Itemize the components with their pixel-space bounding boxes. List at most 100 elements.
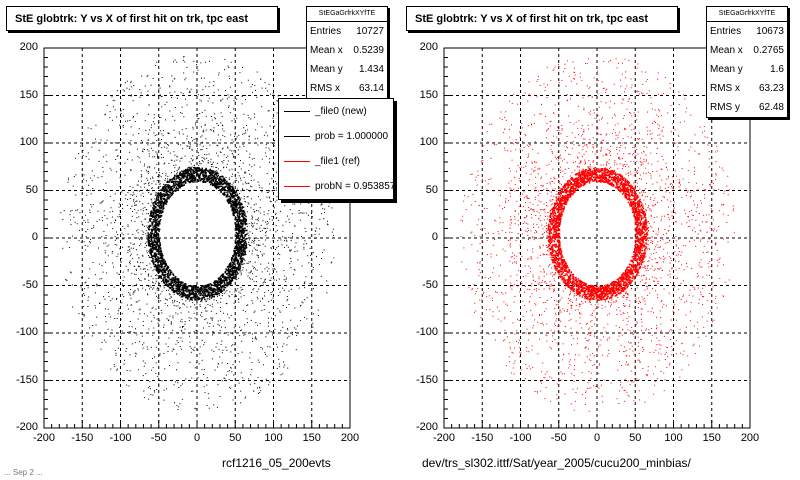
data-point — [99, 278, 101, 280]
data-point — [210, 289, 212, 292]
data-point — [136, 190, 138, 192]
data-point — [193, 170, 196, 173]
data-point — [156, 259, 159, 261]
data-point — [255, 281, 257, 283]
data-point — [183, 292, 185, 295]
data-point — [263, 253, 265, 255]
data-point — [133, 198, 135, 200]
data-point — [156, 264, 159, 266]
y-tick-label: -150 — [15, 373, 38, 386]
data-point — [194, 286, 197, 289]
data-point — [158, 260, 160, 262]
data-point — [189, 161, 191, 163]
data-point — [246, 233, 248, 236]
data-point — [184, 283, 186, 285]
data-point — [622, 275, 625, 277]
data-point — [157, 238, 160, 240]
data-point — [195, 408, 197, 410]
data-point — [173, 176, 176, 178]
data-point — [205, 86, 207, 88]
data-point — [329, 202, 331, 204]
data-point — [150, 254, 153, 256]
data-point — [159, 195, 162, 197]
data-point — [304, 287, 306, 289]
data-point — [166, 196, 169, 199]
data-point — [160, 207, 163, 210]
data-point — [239, 264, 241, 266]
data-point — [126, 87, 128, 89]
data-point — [157, 272, 160, 274]
data-point — [162, 268, 164, 271]
data-point — [178, 167, 180, 169]
data-point — [101, 201, 103, 203]
data-point — [87, 296, 89, 298]
data-point — [233, 205, 235, 207]
data-point — [203, 131, 205, 133]
data-point — [156, 258, 158, 260]
data-point — [242, 240, 244, 243]
data-point — [199, 168, 201, 170]
data-point — [213, 299, 215, 301]
data-point — [162, 272, 164, 274]
data-point — [133, 331, 135, 333]
data-point — [141, 223, 143, 225]
data-point — [307, 214, 309, 216]
data-point — [192, 290, 194, 292]
data-point — [150, 243, 152, 246]
data-point — [267, 325, 269, 327]
data-point — [214, 293, 217, 295]
data-point — [279, 366, 281, 368]
data-point — [85, 155, 87, 157]
data-point — [300, 236, 302, 238]
data-point — [174, 190, 176, 192]
data-point — [144, 218, 146, 220]
data-point — [170, 172, 172, 174]
data-point — [299, 219, 301, 221]
data-point — [146, 189, 148, 191]
data-point — [187, 295, 190, 298]
data-point — [205, 300, 207, 302]
data-point — [231, 201, 234, 204]
data-point — [162, 206, 165, 208]
data-point — [566, 279, 568, 281]
data-point — [234, 225, 237, 228]
data-point — [217, 384, 219, 386]
data-point — [69, 214, 71, 216]
data-point — [175, 284, 177, 287]
data-point — [144, 268, 146, 270]
data-point — [132, 293, 134, 295]
data-point — [165, 343, 167, 345]
data-point — [233, 135, 235, 137]
data-point — [147, 94, 149, 96]
data-point — [253, 247, 255, 249]
data-point — [190, 170, 192, 172]
data-point — [95, 307, 97, 309]
data-point — [172, 180, 175, 183]
data-point — [115, 149, 117, 151]
data-point — [158, 275, 160, 277]
data-point — [235, 192, 237, 194]
data-point — [621, 180, 623, 183]
data-point — [159, 211, 162, 214]
data-point — [160, 196, 162, 198]
data-point — [229, 149, 231, 151]
data-point — [162, 172, 164, 174]
data-point — [289, 209, 291, 211]
data-point — [120, 318, 122, 320]
data-point — [206, 310, 208, 312]
data-point — [114, 222, 116, 224]
data-point — [162, 207, 165, 210]
data-point — [233, 156, 235, 158]
data-point — [157, 228, 159, 230]
data-point — [209, 287, 212, 289]
data-point — [225, 166, 227, 168]
data-point — [138, 237, 140, 239]
data-point — [156, 155, 158, 157]
data-point — [222, 128, 224, 130]
data-point — [181, 185, 184, 187]
data-point — [206, 175, 208, 177]
data-point — [201, 359, 203, 361]
data-point — [109, 195, 111, 197]
data-point — [199, 288, 202, 291]
data-point — [624, 286, 626, 288]
